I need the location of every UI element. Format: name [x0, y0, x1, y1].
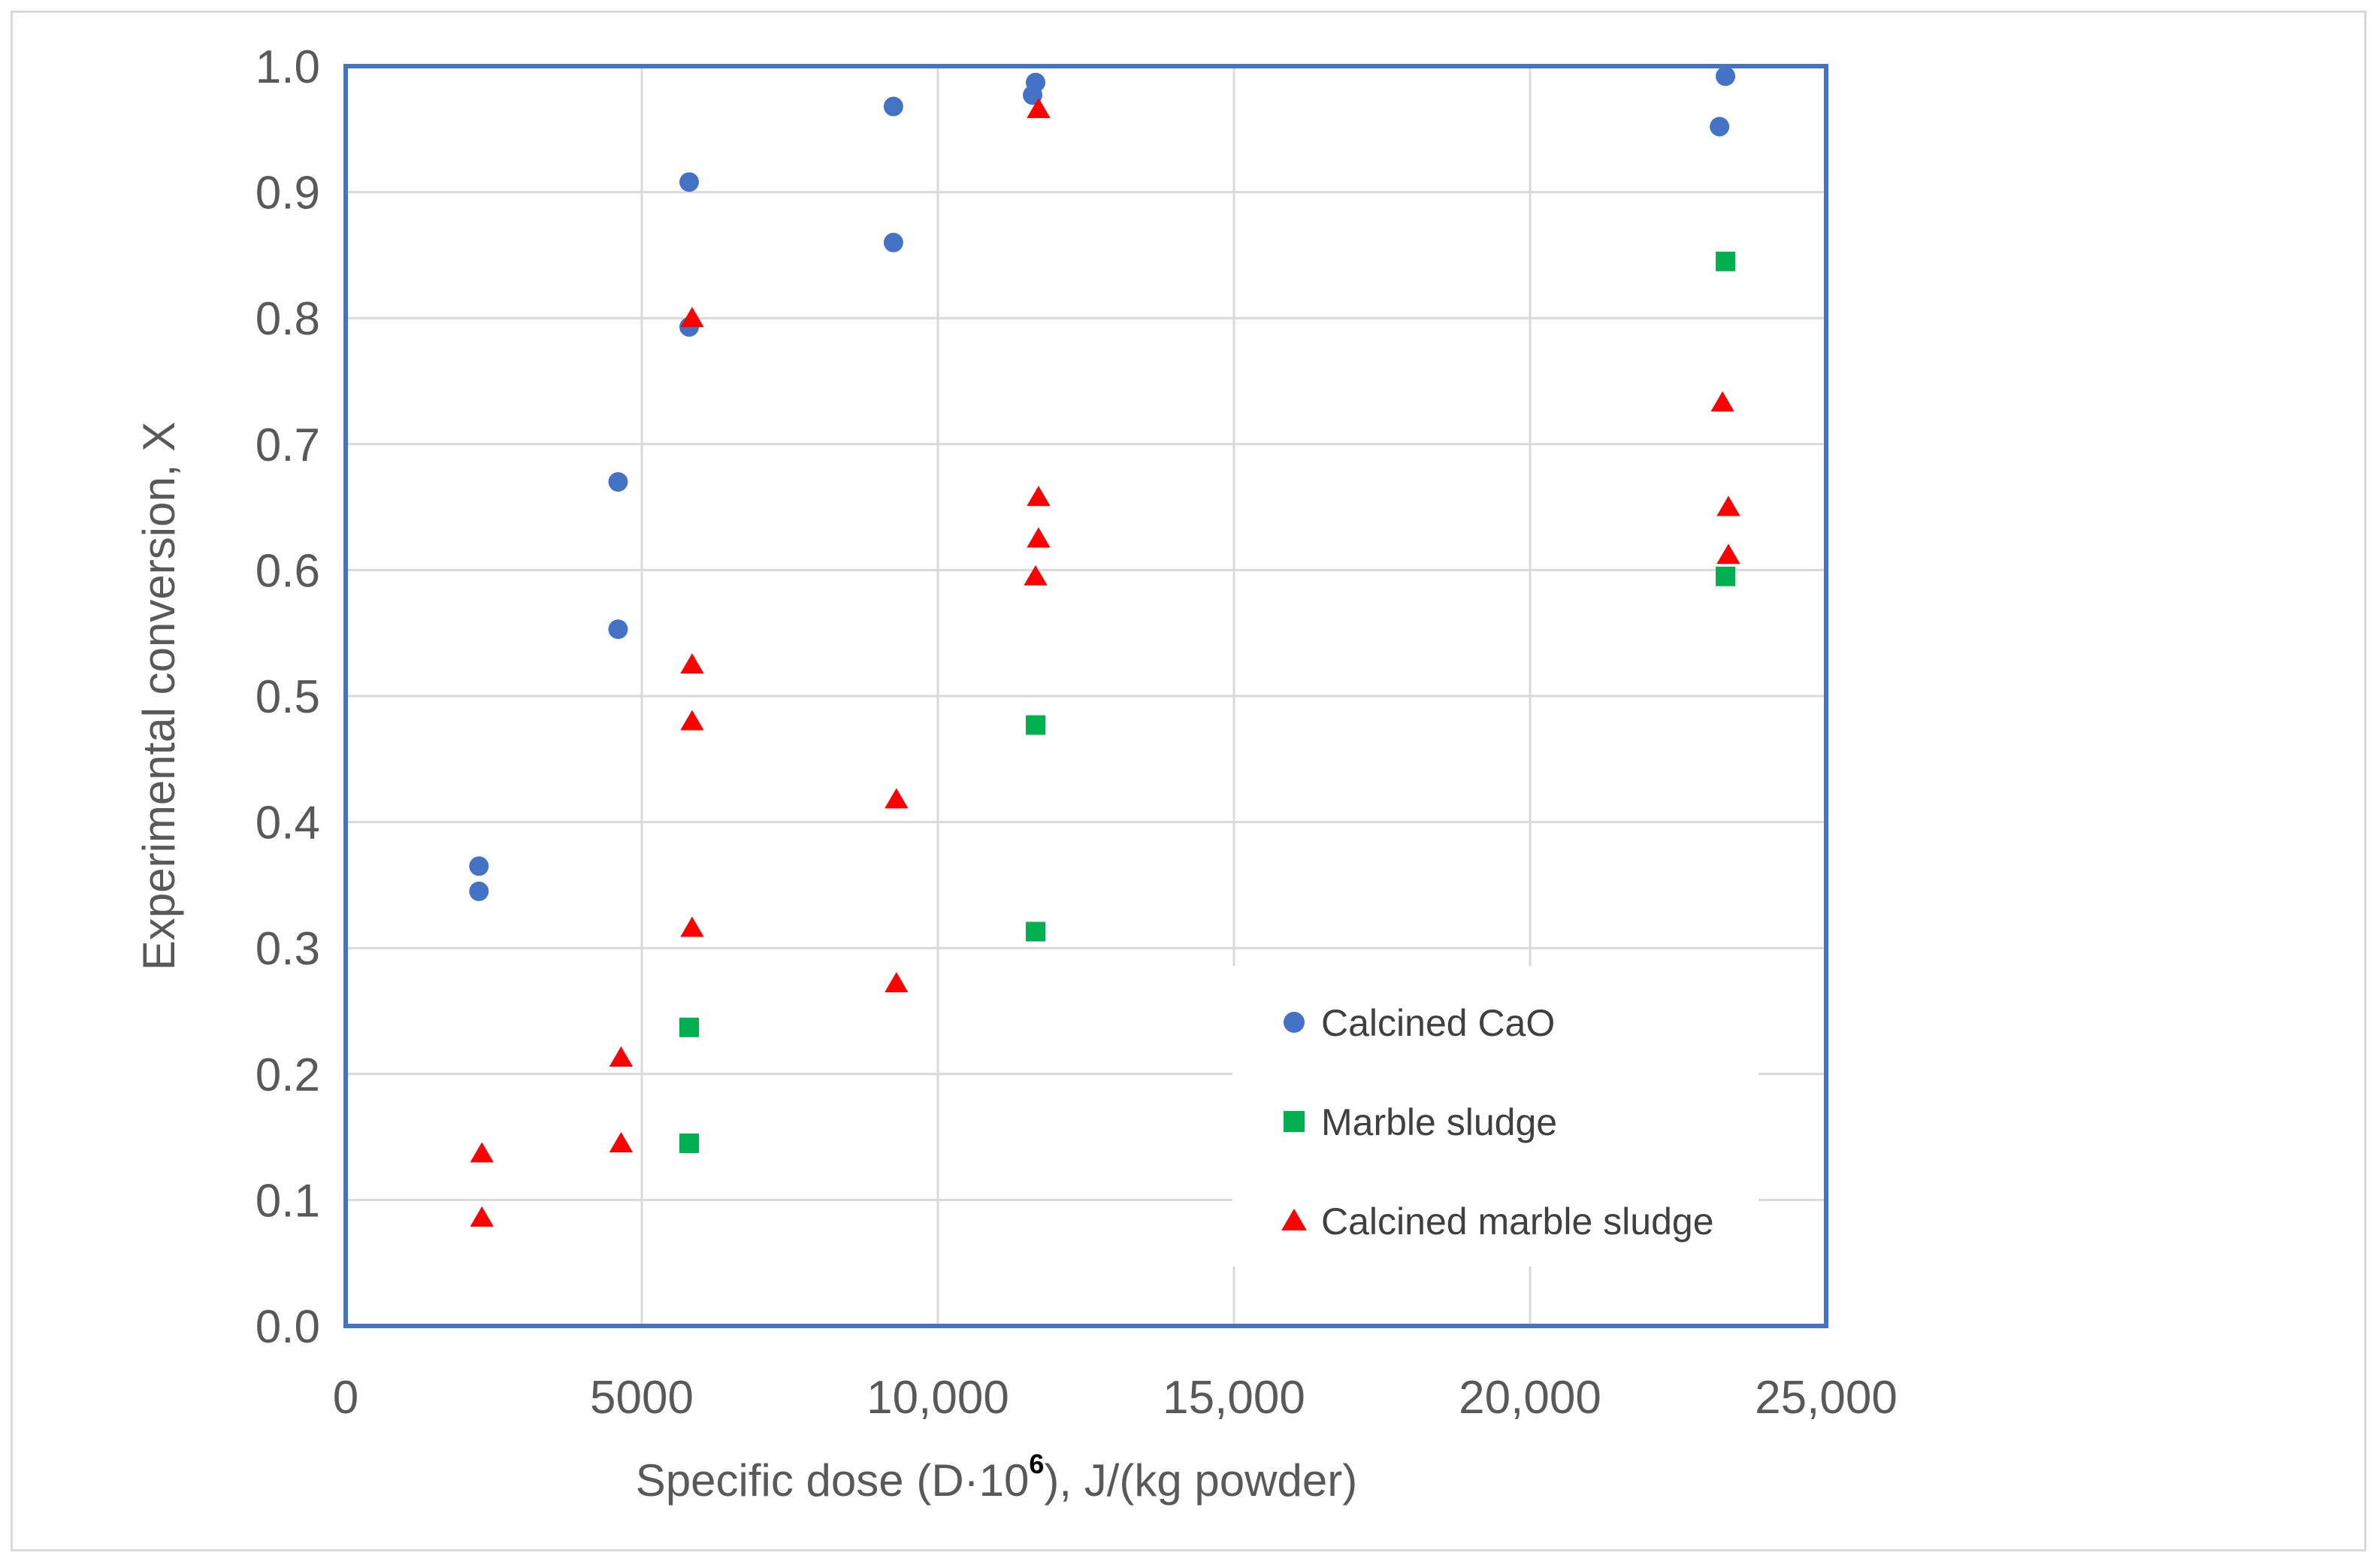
- calcined-marble-sludge-point: [1710, 391, 1734, 412]
- calcined-marble-sludge-point: [680, 710, 704, 731]
- calcined-cao-point: [1710, 117, 1730, 137]
- legend-marker-calcined-cao: [1284, 1012, 1305, 1033]
- calcined-marble-sludge-point: [885, 788, 909, 809]
- y-tick-label: 0.0: [256, 1301, 320, 1353]
- x-tick-label: 5000: [590, 1372, 694, 1424]
- legend-label-calcined-cao: Calcined CaO: [1321, 1002, 1555, 1044]
- x-axis-ticks: 0 5000 10,000 15,000 20,000 25,000: [333, 1372, 1898, 1424]
- grid-lines: [346, 66, 1826, 1326]
- calcined-marble-sludge-point: [609, 1046, 634, 1067]
- calcined-marble-sludge-point: [1024, 565, 1048, 586]
- calcined-cao-point: [679, 172, 700, 192]
- marble-sludge-point: [679, 1017, 700, 1037]
- calcined-cao-point: [1026, 72, 1046, 92]
- marble-sludge-point: [1716, 251, 1736, 271]
- legend: Calcined CaO Marble sludge Calcined marble…: [1232, 966, 1759, 1267]
- legend-label-marble-sludge: Marble sludge: [1321, 1101, 1557, 1143]
- calcined-cao-point: [883, 232, 903, 253]
- calcined-marble-sludge-point: [680, 307, 704, 328]
- calcined-marble-sludge-point: [1716, 543, 1740, 565]
- legend-background: [1232, 966, 1759, 1267]
- x-tick-label: 10,000: [866, 1372, 1009, 1424]
- y-tick-label: 0.1: [256, 1175, 320, 1227]
- marble-sludge-point: [1026, 715, 1046, 735]
- calcined-marble-sludge-point: [470, 1142, 494, 1163]
- x-axis-title: Specific dose (D·106), J/(kg powder): [636, 1448, 1357, 1506]
- y-axis-title: Experimental conversion, X: [134, 422, 184, 970]
- x-tick-label: 25,000: [1755, 1372, 1898, 1424]
- calcined-cao-point: [469, 881, 489, 901]
- y-tick-label: 0.2: [256, 1049, 320, 1101]
- marble-sludge-point: [679, 1133, 700, 1153]
- plot-area-border: [343, 64, 1828, 1328]
- y-tick-label: 0.6: [256, 545, 320, 597]
- y-tick-label: 0.3: [256, 923, 320, 975]
- calcined-marble-sludge-point: [1027, 527, 1051, 548]
- calcined-marble-sludge-point: [470, 1206, 494, 1227]
- calcined-marble-sludge-point: [1716, 495, 1740, 516]
- y-tick-label: 0.4: [256, 798, 320, 849]
- calcined-cao-point: [469, 856, 489, 876]
- legend-marker-marble-sludge: [1284, 1111, 1305, 1132]
- chart-frame: [11, 11, 2366, 1551]
- x-tick-label: 15,000: [1163, 1372, 1305, 1424]
- calcined-cao-point: [883, 96, 903, 117]
- x-axis-title-main: Specific dose (D·10: [636, 1455, 1030, 1506]
- y-tick-label: 0.7: [256, 419, 320, 471]
- legend-label-calcined-marble-sludge: Calcined marble sludge: [1321, 1200, 1714, 1243]
- calcined-cao-point: [608, 619, 628, 640]
- y-tick-label: 0.9: [256, 168, 320, 219]
- calcined-marble-sludge-point: [680, 916, 704, 937]
- y-tick-label: 1.0: [256, 41, 320, 93]
- y-tick-label: 0.5: [256, 671, 320, 723]
- calcined-marble-sludge-point: [1027, 98, 1051, 118]
- x-tick-label: 0: [333, 1372, 358, 1424]
- calcined-marble-sludge-point: [680, 653, 704, 674]
- data-points: [469, 66, 1740, 1227]
- y-axis-ticks: 0.0 0.1 0.2 0.3 0.4 0.5 0.6 0.7 0.8 0.9 1.0: [256, 41, 320, 1353]
- calcined-marble-sludge-point: [609, 1132, 634, 1152]
- x-axis-title-superscript: 6: [1029, 1448, 1044, 1479]
- calcined-cao-point: [608, 472, 628, 492]
- legend-marker-calcined-marble-sludge: [1281, 1208, 1307, 1231]
- calcined-marble-sludge-point: [1027, 486, 1051, 507]
- marble-sludge-point: [1026, 922, 1046, 942]
- y-tick-label: 0.8: [256, 293, 320, 345]
- x-axis-title-rest: ), J/(kg powder): [1044, 1455, 1357, 1506]
- marble-sludge-point: [1716, 566, 1736, 586]
- x-tick-label: 20,000: [1459, 1372, 1601, 1424]
- calcined-cao-point: [1716, 66, 1736, 86]
- calcined-marble-sludge-point: [885, 972, 909, 993]
